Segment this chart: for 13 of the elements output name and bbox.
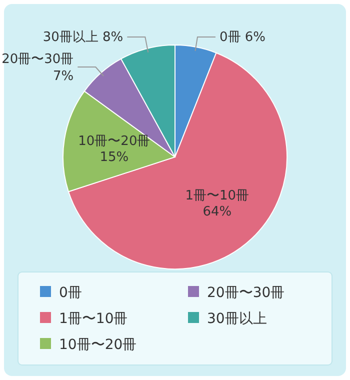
legend-label: 20冊〜30冊 xyxy=(207,285,285,301)
legend-label: 30冊以上 xyxy=(207,311,267,327)
data-label: 64% xyxy=(202,204,232,220)
data-label: 15% xyxy=(100,150,129,166)
category-label: 30冊以上 8% xyxy=(42,30,124,45)
legend-label: 10冊〜20冊 xyxy=(59,337,137,353)
legend-label: 1冊〜10冊 xyxy=(59,311,128,327)
slice-label: 20冊〜30冊 xyxy=(2,52,74,67)
slice-label: 10冊〜20冊 xyxy=(78,134,150,149)
category-label: 0冊 6% xyxy=(219,30,266,45)
data-label: 7% xyxy=(53,68,74,84)
legend-label: 0冊 xyxy=(59,285,82,301)
slice-label: 1冊〜10冊 xyxy=(185,188,250,204)
